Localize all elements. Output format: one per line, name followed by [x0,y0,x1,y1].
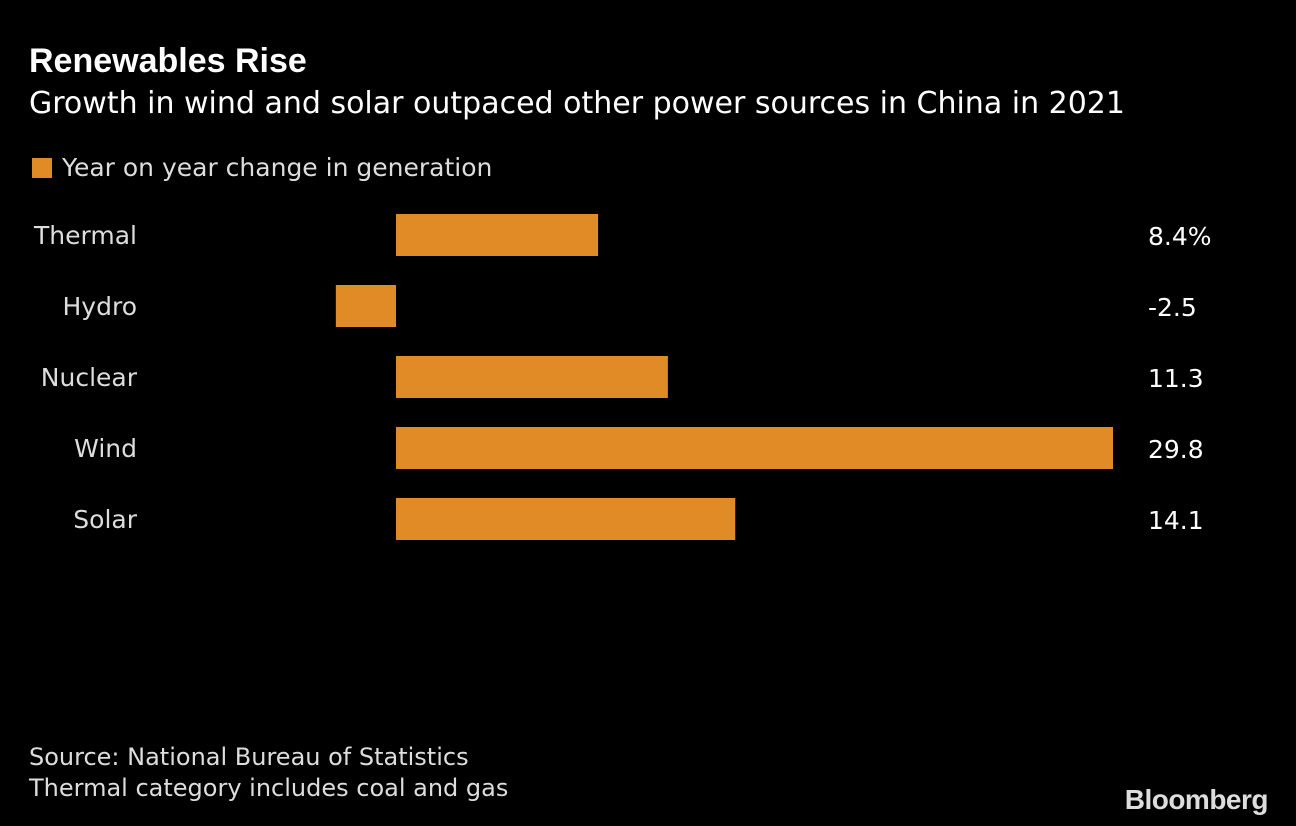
legend: Year on year change in generation [32,153,492,182]
legend-swatch [32,157,52,178]
chart-title: Renewables Rise [29,42,307,80]
value-label: 8.4% [1148,222,1212,251]
category-label: Nuclear [41,363,138,392]
source-note: Source: National Bureau of Statistics [29,743,469,771]
value-label: 29.8 [1148,435,1204,464]
bloomberg-logo: Bloomberg [1124,784,1269,815]
category-label: Thermal [33,221,137,250]
category-label: Hydro [63,292,138,321]
value-label: -2.5 [1148,293,1197,322]
bar-hydro [335,285,396,327]
category-label: Solar [73,505,137,534]
footnote: Thermal category includes coal and gas [29,774,509,802]
bar-thermal [396,214,599,256]
category-label: Wind [74,434,137,463]
value-label: 11.3 [1148,364,1204,393]
bar-wind [396,427,1113,469]
legend-label: Year on year change in generation [62,153,493,182]
value-label: 14.1 [1148,506,1204,535]
bar-nuclear [396,356,668,398]
chart-subtitle: Growth in wind and solar outpaced other … [29,86,1125,121]
bar-solar [396,498,736,540]
